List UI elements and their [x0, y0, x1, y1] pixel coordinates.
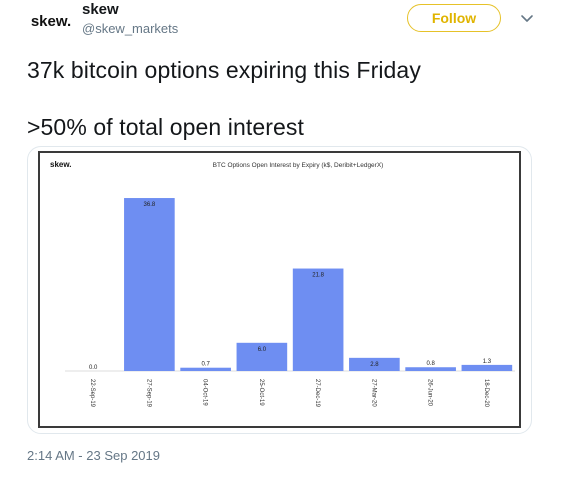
bar-value-label: 0.0 [89, 365, 98, 371]
avatar[interactable]: skew. [30, 12, 72, 30]
bar [349, 357, 400, 371]
bar-value-label: 21.8 [312, 273, 324, 279]
follow-button[interactable]: Follow [407, 4, 501, 32]
x-tick-label: 04-Oct-19 [202, 379, 208, 406]
bar-chart: skew. BTC Options Open Interest by Expiry… [50, 160, 515, 408]
bar-value-label: 0.7 [201, 362, 210, 368]
chart-logo: skew. [50, 160, 72, 169]
user-handle[interactable]: @skew_markets [82, 21, 179, 36]
x-tick-label: 18-Dec-20 [483, 379, 489, 408]
bar-value-label: 2.8 [370, 362, 379, 368]
x-tick-label: 26-Jun-20 [427, 379, 433, 407]
bar-value-label: 0.8 [426, 361, 435, 367]
display-name[interactable]: skew [82, 1, 119, 18]
x-tick-label: 27-Mar-20 [370, 379, 376, 407]
bar-value-label: 36.8 [144, 202, 156, 208]
x-tick-label: 27-Sep-19 [145, 379, 151, 408]
chart-frame: skew. BTC Options Open Interest by Expiry… [38, 151, 521, 428]
bar [292, 268, 344, 371]
bar [180, 367, 231, 371]
bar [405, 367, 456, 371]
x-tick-label: 27-Dec-19 [314, 379, 320, 408]
bar [124, 198, 175, 371]
bar-value-label: 1.3 [483, 359, 492, 365]
media-card[interactable]: skew. BTC Options Open Interest by Expiry… [27, 146, 532, 434]
bar-value-label: 6.0 [258, 347, 267, 353]
x-tick-label: 22-Sep-19 [89, 379, 95, 408]
tweet-text-line-1: 37k bitcoin options expiring this Friday [27, 57, 421, 83]
bar [461, 364, 513, 371]
tweet-text-line-2: >50% of total open interest [27, 114, 304, 140]
chevron-down-icon[interactable] [519, 10, 535, 26]
tweet-timestamp[interactable]: 2:14 AM - 23 Sep 2019 [27, 448, 160, 463]
bar [236, 342, 288, 371]
x-tick-label: 25-Oct-19 [258, 379, 264, 406]
chart-title: BTC Options Open Interest by Expiry (k$,… [213, 162, 384, 169]
